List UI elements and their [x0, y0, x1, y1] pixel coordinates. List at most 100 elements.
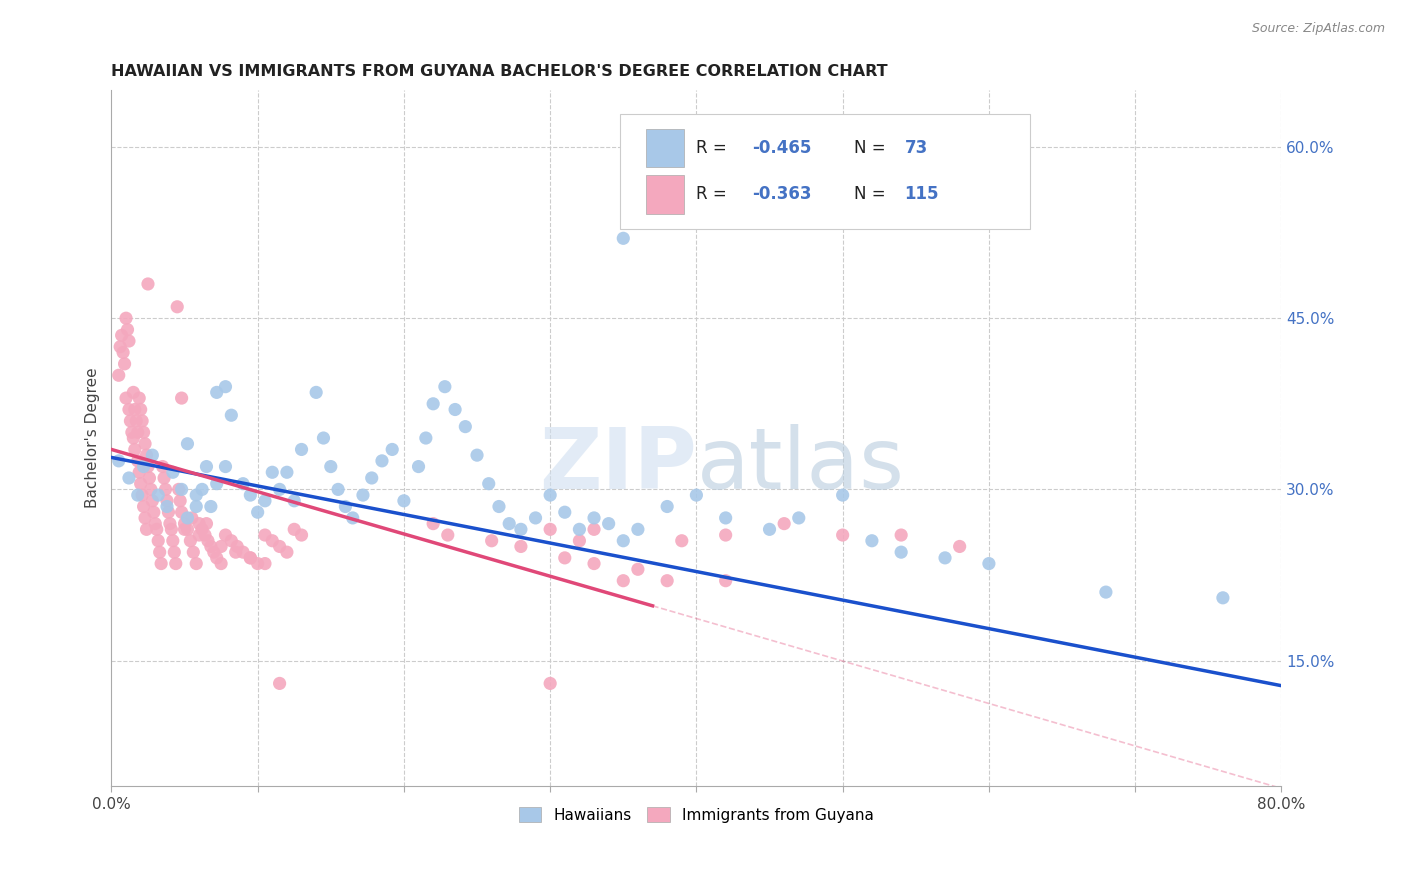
Point: [478, 476, 501, 491]
Text: R =: R =: [696, 139, 733, 157]
Point: [253, 528, 276, 542]
Point: [176, 522, 198, 536]
Point: [205, 476, 228, 491]
Point: [283, 493, 305, 508]
Point: [269, 676, 291, 690]
Point: [360, 471, 382, 485]
Point: [787, 511, 810, 525]
Point: [890, 528, 912, 542]
Point: [627, 522, 650, 536]
Point: [269, 483, 291, 497]
Point: [191, 483, 214, 497]
Point: [112, 345, 135, 359]
Point: [152, 459, 174, 474]
Point: [160, 522, 183, 536]
Point: [195, 516, 218, 531]
Point: [538, 676, 561, 690]
Point: [115, 311, 138, 326]
Point: [246, 505, 269, 519]
Point: [180, 511, 202, 525]
Point: [860, 533, 883, 548]
Point: [136, 459, 159, 474]
Point: [934, 550, 956, 565]
Point: [319, 459, 342, 474]
Point: [149, 545, 172, 559]
Point: [202, 545, 225, 559]
Point: [415, 431, 437, 445]
Point: [509, 540, 531, 554]
Point: [714, 574, 737, 588]
Point: [977, 557, 1000, 571]
Point: [262, 533, 284, 548]
Point: [141, 448, 163, 462]
Point: [290, 528, 312, 542]
Point: [627, 562, 650, 576]
Point: [118, 334, 141, 348]
Point: [163, 545, 186, 559]
Text: Source: ZipAtlas.com: Source: ZipAtlas.com: [1251, 22, 1385, 36]
Point: [671, 533, 693, 548]
Point: [186, 500, 208, 514]
Point: [197, 533, 219, 548]
Point: [157, 505, 180, 519]
Point: [122, 431, 145, 445]
Point: [253, 557, 276, 571]
Point: [509, 522, 531, 536]
Point: [773, 516, 796, 531]
Point: [890, 545, 912, 559]
Point: [148, 488, 170, 502]
Text: HAWAIIAN VS IMMIGRANTS FROM GUYANA BACHELOR'S DEGREE CORRELATION CHART: HAWAIIAN VS IMMIGRANTS FROM GUYANA BACHE…: [111, 64, 889, 79]
Point: [128, 391, 150, 405]
Point: [124, 402, 146, 417]
Point: [1212, 591, 1234, 605]
Point: [221, 533, 243, 548]
Point: [465, 448, 488, 462]
Point: [194, 528, 217, 542]
Point: [167, 483, 190, 497]
Point: [831, 528, 853, 542]
Point: [612, 574, 634, 588]
Point: [134, 511, 156, 525]
Point: [125, 414, 148, 428]
Point: [714, 511, 737, 525]
Point: [176, 511, 198, 525]
Point: [139, 483, 162, 497]
Y-axis label: Bachelor's Degree: Bachelor's Degree: [86, 368, 100, 508]
Point: [162, 465, 184, 479]
Point: [488, 500, 510, 514]
Point: [186, 488, 208, 502]
Point: [121, 425, 143, 440]
Point: [232, 476, 254, 491]
Point: [166, 300, 188, 314]
Point: [538, 488, 561, 502]
Point: [155, 483, 177, 497]
Point: [554, 550, 576, 565]
Point: [165, 557, 187, 571]
Point: [582, 557, 605, 571]
Point: [111, 328, 134, 343]
Text: -0.465: -0.465: [752, 139, 811, 157]
Point: [129, 402, 152, 417]
Point: [758, 522, 780, 536]
Point: [115, 391, 138, 405]
Point: [170, 483, 193, 497]
Point: [246, 557, 269, 571]
Point: [214, 379, 236, 393]
Point: [214, 528, 236, 542]
Point: [107, 454, 129, 468]
Point: [173, 522, 195, 536]
Point: [124, 442, 146, 457]
Point: [195, 459, 218, 474]
Point: [209, 557, 232, 571]
Point: [225, 545, 247, 559]
Point: [142, 505, 165, 519]
Point: [214, 459, 236, 474]
Point: [170, 391, 193, 405]
Point: [127, 488, 149, 502]
FancyBboxPatch shape: [647, 128, 683, 167]
Point: [114, 357, 136, 371]
Point: [134, 436, 156, 450]
Point: [239, 488, 262, 502]
Point: [127, 454, 149, 468]
Point: [568, 533, 591, 548]
